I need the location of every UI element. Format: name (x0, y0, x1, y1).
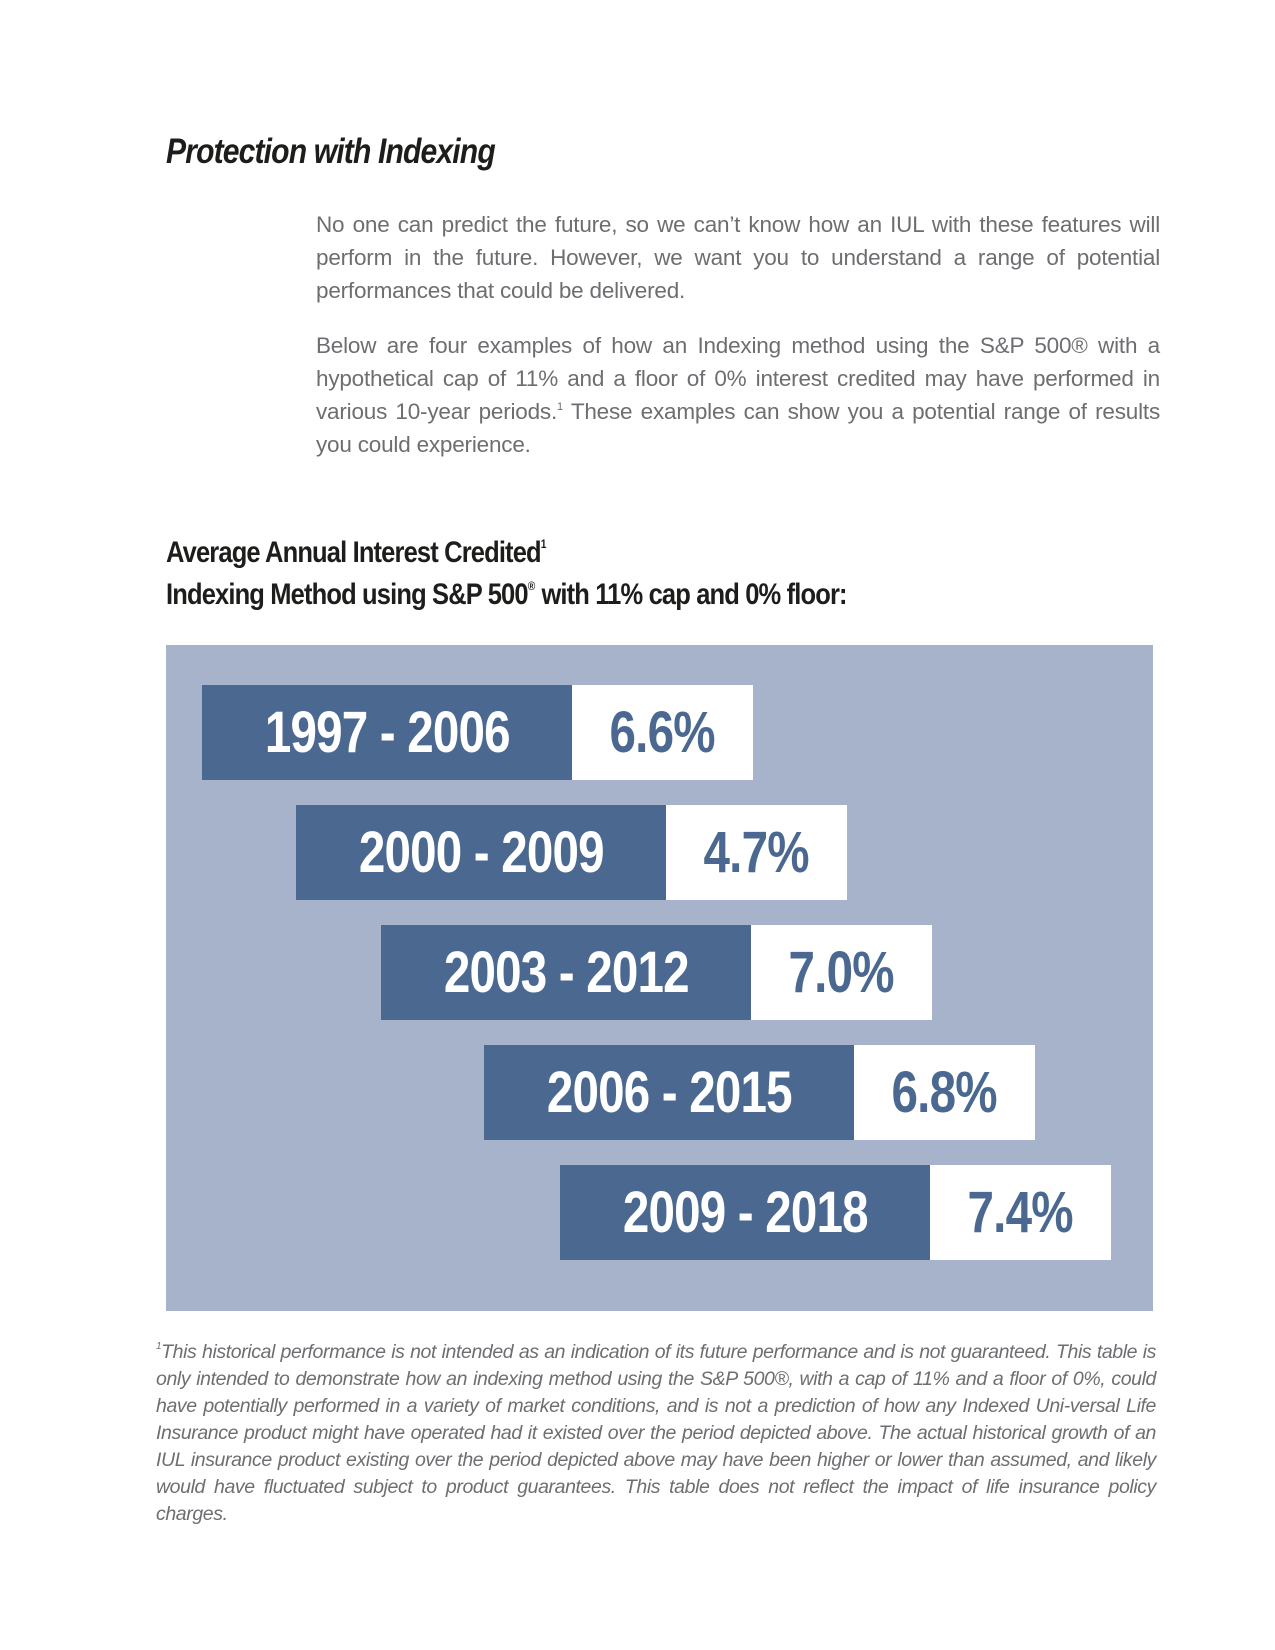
period-row: 2006 - 2015 6.8% (484, 1045, 1035, 1140)
rate-value-text: 6.8% (891, 1060, 998, 1125)
period-label: 2006 - 2015 (484, 1045, 854, 1140)
rate-value-text: 7.0% (788, 940, 895, 1005)
page-title: Protection with Indexing (166, 132, 496, 171)
chart-heading-line-2: Indexing Method using S&P 500® with 11% … (166, 574, 848, 616)
footnote: 1This historical performance is not inte… (156, 1339, 1156, 1528)
period-label-text: 1997 - 2006 (264, 700, 511, 765)
chart-heading-footnote-marker: 1 (540, 537, 547, 551)
intro-paragraph-2: Below are four examples of how an Indexi… (316, 329, 1160, 461)
period-label: 2000 - 2009 (296, 805, 666, 900)
period-label: 2003 - 2012 (381, 925, 751, 1020)
intro-paragraph-1: No one can predict the future, so we can… (316, 212, 1160, 303)
period-label-text: 2003 - 2012 (443, 940, 690, 1005)
chart-panel: 1997 - 2006 6.6% 2000 - 2009 4.7% 2003 -… (166, 645, 1153, 1311)
rate-value-text: 7.4% (967, 1180, 1074, 1245)
period-row: 2009 - 2018 7.4% (560, 1165, 1111, 1260)
intro-paragraph-2-text-end: These examples can show you a potential … (316, 399, 1160, 457)
rate-value: 6.8% (854, 1045, 1035, 1140)
chart-heading-line-1: Average Annual Interest Credited1 (166, 532, 847, 574)
intro-text: No one can predict the future, so we can… (316, 208, 1160, 483)
chart-heading-line-2-text: Indexing Method using S&P 500 (166, 578, 529, 611)
footnote-marker: 1 (557, 401, 563, 413)
period-label: 1997 - 2006 (202, 685, 572, 780)
period-row: 2003 - 2012 7.0% (381, 925, 932, 1020)
period-row: 2000 - 2009 4.7% (296, 805, 847, 900)
footnote-text: This historical performance is not inten… (156, 1341, 1156, 1525)
intro-paragraph-2-text: Below are four examples of how an Indexi… (316, 333, 1160, 424)
rate-value: 6.6% (572, 685, 753, 780)
period-row: 1997 - 2006 6.6% (202, 685, 753, 780)
footnote-number: 1 (156, 1341, 162, 1352)
rate-value-text: 6.6% (609, 700, 716, 765)
registered-mark: ® (527, 579, 536, 593)
rate-value: 7.4% (930, 1165, 1111, 1260)
rate-value: 7.0% (751, 925, 932, 1020)
rate-value-text: 4.7% (703, 820, 810, 885)
rate-value: 4.7% (666, 805, 847, 900)
chart-heading-line-1-text: Average Annual Interest Credited (166, 536, 542, 569)
period-label: 2009 - 2018 (560, 1165, 930, 1260)
chart-heading: Average Annual Interest Credited1 Indexi… (166, 532, 848, 616)
chart-heading-line-2-text-end: with 11% cap and 0% floor: (535, 578, 847, 611)
period-label-text: 2009 - 2018 (622, 1180, 869, 1245)
period-label-text: 2000 - 2009 (358, 820, 605, 885)
period-label-text: 2006 - 2015 (546, 1060, 793, 1125)
